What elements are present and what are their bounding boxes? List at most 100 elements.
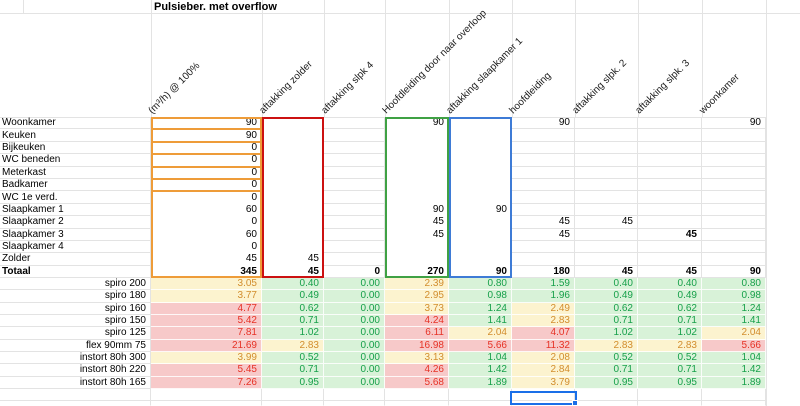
grid-cell[interactable] [575, 166, 638, 179]
row-label[interactable]: Meterkast [0, 166, 151, 179]
grid-cell[interactable] [702, 203, 766, 217]
column-header[interactable]: Hoofdleiding door naar overloop [380, 7, 489, 117]
grid-cell[interactable] [324, 401, 385, 406]
grid-cell[interactable] [512, 178, 575, 192]
duct-cell[interactable]: 0.52 [638, 351, 702, 365]
duct-cell[interactable]: 3.79 [512, 376, 575, 389]
grid-cell[interactable] [638, 154, 702, 167]
grid-cell[interactable] [575, 178, 638, 192]
row-label[interactable]: Badkamer [0, 178, 151, 192]
duct-cell[interactable]: 3.05 [151, 278, 262, 291]
duct-cell[interactable]: 0.71 [575, 314, 638, 328]
duct-cell[interactable]: 5.68 [385, 376, 449, 389]
duct-cell[interactable]: 1.96 [512, 290, 575, 303]
grid-cell[interactable] [151, 401, 262, 406]
duct-cell[interactable]: 0.52 [575, 351, 638, 365]
duct-cell[interactable]: 5.66 [702, 339, 766, 352]
duct-row-label[interactable]: flex 90mm 75 [0, 339, 151, 352]
grid-cell[interactable]: 45 [575, 265, 638, 279]
column-header[interactable]: aftakking slpk. 2 [570, 57, 630, 117]
grid-cell[interactable] [512, 203, 575, 217]
duct-cell[interactable]: 0.49 [575, 290, 638, 303]
duct-cell[interactable]: 5.42 [151, 314, 262, 328]
grid-cell[interactable] [324, 389, 385, 401]
duct-cell[interactable]: 1.41 [449, 314, 512, 328]
column-header[interactable]: aftakking zolder [257, 58, 315, 117]
duct-cell[interactable]: 7.81 [151, 327, 262, 340]
duct-cell[interactable]: 0.49 [262, 290, 324, 303]
grid-cell[interactable] [512, 191, 575, 204]
duct-cell[interactable]: 0.95 [262, 376, 324, 389]
duct-cell[interactable]: 0.00 [324, 364, 385, 377]
column-header[interactable]: aftakking slpk 4 [319, 59, 377, 117]
duct-cell[interactable]: 7.26 [151, 376, 262, 389]
grid-cell[interactable] [0, 389, 151, 401]
row-label[interactable]: WC 1e verd. [0, 191, 151, 204]
grid-cell[interactable] [324, 154, 385, 167]
grid-cell[interactable] [575, 129, 638, 142]
grid-cell[interactable] [638, 178, 702, 192]
duct-cell[interactable]: 1.04 [449, 351, 512, 365]
grid-cell[interactable] [638, 253, 702, 266]
duct-cell[interactable]: 0.95 [575, 376, 638, 389]
grid-cell[interactable] [385, 389, 449, 401]
duct-cell[interactable]: 2.39 [385, 278, 449, 291]
duct-cell[interactable]: 0.00 [324, 302, 385, 315]
duct-cell[interactable]: 1.04 [702, 351, 766, 365]
duct-cell[interactable]: 0.80 [449, 278, 512, 291]
row-label[interactable]: Bijkeuken [0, 141, 151, 155]
duct-cell[interactable]: 3.13 [385, 351, 449, 365]
grid-cell[interactable]: 90 [702, 265, 766, 279]
duct-cell[interactable]: 0.00 [324, 339, 385, 352]
duct-row-label[interactable]: instort 80h 165 [0, 376, 151, 389]
duct-cell[interactable]: 1.41 [702, 314, 766, 328]
grid-cell[interactable]: 0 [324, 265, 385, 279]
duct-cell[interactable]: 1.89 [702, 376, 766, 389]
row-label[interactable]: Slaapkamer 2 [0, 216, 151, 229]
duct-cell[interactable]: 0.00 [324, 327, 385, 340]
row-label[interactable]: Zolder [0, 253, 151, 266]
row-label[interactable]: Totaal [0, 265, 151, 279]
duct-cell[interactable]: 0.62 [575, 302, 638, 315]
duct-cell[interactable]: 0.62 [638, 302, 702, 315]
grid-cell[interactable]: 45 [575, 216, 638, 229]
duct-cell[interactable]: 0.40 [638, 278, 702, 291]
grid-cell[interactable] [512, 253, 575, 266]
duct-row-label[interactable]: spiro 200 [0, 278, 151, 291]
duct-cell[interactable]: 1.02 [638, 327, 702, 340]
grid-cell[interactable]: 180 [512, 265, 575, 279]
duct-cell[interactable]: 5.45 [151, 364, 262, 377]
duct-cell[interactable]: 0.00 [324, 314, 385, 328]
grid-cell[interactable] [151, 389, 262, 401]
fill-handle[interactable] [572, 400, 578, 406]
grid-cell[interactable] [702, 228, 766, 241]
duct-cell[interactable]: 0.98 [449, 290, 512, 303]
grid-cell[interactable] [702, 129, 766, 142]
grid-cell[interactable] [638, 240, 702, 254]
grid-cell[interactable] [324, 253, 385, 266]
grid-cell[interactable] [638, 216, 702, 229]
duct-row-label[interactable]: instort 80h 220 [0, 364, 151, 377]
grid-cell[interactable] [702, 389, 766, 401]
grid-cell[interactable] [702, 216, 766, 229]
grid-cell[interactable] [385, 401, 449, 406]
duct-cell[interactable]: 2.84 [512, 364, 575, 377]
column-header[interactable]: woonkamer [697, 71, 742, 117]
grid-cell[interactable] [512, 240, 575, 254]
duct-cell[interactable]: 3.73 [385, 302, 449, 315]
duct-cell[interactable]: 0.98 [702, 290, 766, 303]
duct-cell[interactable]: 3.77 [151, 290, 262, 303]
duct-cell[interactable]: 0.62 [262, 302, 324, 315]
duct-cell[interactable]: 2.04 [449, 327, 512, 340]
grid-cell[interactable] [324, 117, 385, 130]
grid-cell[interactable] [638, 401, 702, 406]
duct-cell[interactable]: 1.24 [449, 302, 512, 315]
grid-cell[interactable] [324, 203, 385, 217]
duct-cell[interactable]: 0.95 [638, 376, 702, 389]
grid-cell[interactable]: 45 [512, 228, 575, 241]
row-label[interactable]: Keuken [0, 129, 151, 142]
row-label[interactable]: Woonkamer [0, 117, 151, 130]
grid-cell[interactable] [575, 191, 638, 204]
grid-cell[interactable] [512, 154, 575, 167]
grid-cell[interactable] [324, 191, 385, 204]
